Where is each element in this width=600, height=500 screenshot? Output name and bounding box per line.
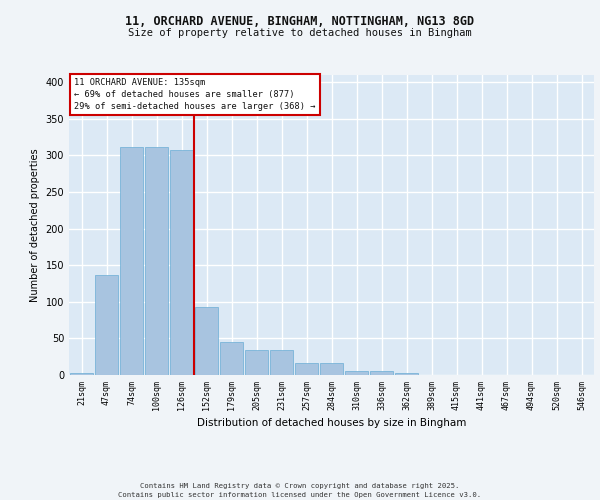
- Y-axis label: Number of detached properties: Number of detached properties: [30, 148, 40, 302]
- Bar: [145, 146, 168, 375]
- Text: Contains HM Land Registry data © Crown copyright and database right 2025.
Contai: Contains HM Land Registry data © Crown c…: [118, 483, 482, 498]
- Bar: [395, 373, 418, 375]
- Text: Size of property relative to detached houses in Bingham: Size of property relative to detached ho…: [128, 28, 472, 38]
- Bar: [170, 150, 193, 375]
- Bar: [245, 350, 268, 375]
- Bar: [220, 342, 243, 375]
- Bar: [320, 364, 343, 375]
- X-axis label: Distribution of detached houses by size in Bingham: Distribution of detached houses by size …: [197, 418, 466, 428]
- Bar: [120, 146, 143, 375]
- Text: 11 ORCHARD AVENUE: 135sqm
← 69% of detached houses are smaller (877)
29% of semi: 11 ORCHARD AVENUE: 135sqm ← 69% of detac…: [74, 78, 316, 110]
- Text: 11, ORCHARD AVENUE, BINGHAM, NOTTINGHAM, NG13 8GD: 11, ORCHARD AVENUE, BINGHAM, NOTTINGHAM,…: [125, 15, 475, 28]
- Bar: [370, 370, 393, 375]
- Bar: [195, 307, 218, 375]
- Bar: [95, 275, 118, 375]
- Bar: [345, 370, 368, 375]
- Bar: [270, 350, 293, 375]
- Bar: [295, 364, 318, 375]
- Bar: [70, 373, 93, 375]
